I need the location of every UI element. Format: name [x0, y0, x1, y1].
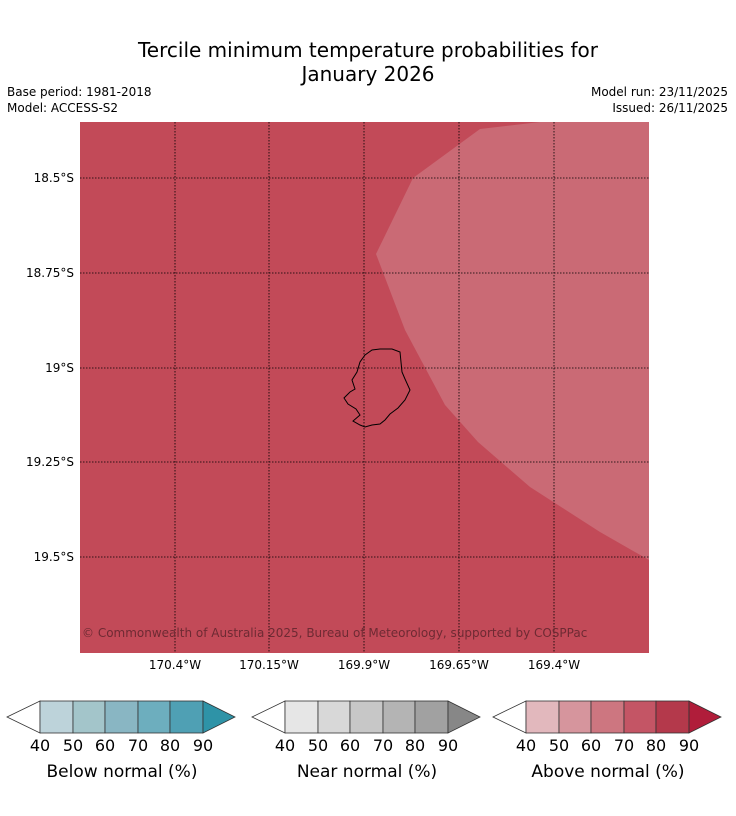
legend-near-swatch-60-70 [349, 700, 384, 734]
map-panel[interactable] [80, 122, 649, 653]
legend-below-tick: 50 [62, 736, 84, 755]
legend-above-tick: 70 [613, 736, 635, 755]
legend-above-swatch-80-90 [655, 700, 690, 734]
legend-above-tick: 60 [580, 736, 602, 755]
legend-below-extend-high [202, 700, 236, 734]
meta-right: Model run: 23/11/2025 Issued: 26/11/2025 [591, 84, 728, 116]
issued-date: Issued: 26/11/2025 [612, 101, 728, 115]
legend-above-swatch-70-80 [623, 700, 657, 734]
legend-above-tick: 90 [678, 736, 700, 755]
lon-label-169-4: 169.4°W [527, 658, 581, 672]
legend-above-tick: 50 [548, 736, 570, 755]
legend-near-title: Near normal (%) [296, 762, 438, 782]
model-name: Model: ACCESS-S2 [7, 101, 119, 115]
legend-near-tick: 70 [372, 736, 394, 755]
legend-above-extend-high [688, 700, 722, 734]
map-svg [80, 122, 649, 653]
legend-below-swatch-60-70 [104, 700, 139, 734]
legend-below-tick: 40 [29, 736, 51, 755]
legend-above-title: Above normal (%) [531, 762, 685, 782]
copyright-notice: © Commonwealth of Australia 2025, Bureau… [82, 626, 588, 640]
legend-above-swatch-40-50 [525, 700, 560, 734]
legend-near-swatch-70-80 [382, 700, 416, 734]
legend-below-tick: 90 [192, 736, 214, 755]
title-line-1: Tercile minimum temperature probabilitie… [137, 38, 599, 62]
legend-above-tick: 80 [645, 736, 667, 755]
legend-below-title: Below normal (%) [46, 762, 198, 782]
lat-label-19-25: 19.25°S [26, 455, 74, 469]
lon-label-170-15: 170.15°W [239, 658, 299, 672]
lat-label-18-75: 18.75°S [26, 266, 74, 280]
lat-label-19: 19°S [45, 361, 74, 375]
title-line-2: January 2026 [301, 62, 435, 86]
meta-left: Base period: 1981-2018 Model: ACCESS-S2 [7, 84, 152, 116]
legend-above-extend-low [492, 700, 527, 734]
legend-below-tick: 60 [94, 736, 116, 755]
legend-near-tick: 50 [307, 736, 329, 755]
legend-above-swatch-50-60 [558, 700, 592, 734]
legend-near-extend-low [251, 700, 286, 734]
legend-near-extend-high [447, 700, 481, 734]
legend-above-tick: 40 [515, 736, 537, 755]
legend-below-swatch-80-90 [169, 700, 204, 734]
legend-near-swatch-80-90 [414, 700, 449, 734]
legend-near-tick: 90 [437, 736, 459, 755]
legend-near-normal: 40 50 60 70 80 90 Near normal (%) [251, 700, 483, 800]
legend-above-swatch-60-70 [590, 700, 625, 734]
lon-label-169-65: 169.65°W [429, 658, 489, 672]
legend-near-tick: 40 [274, 736, 296, 755]
legend-below-normal: 40 50 60 70 80 90 Below normal (%) [6, 700, 238, 800]
model-run: Model run: 23/11/2025 [590, 85, 728, 99]
legend-near-swatch-40-50 [284, 700, 319, 734]
lat-label-19-5: 19.5°S [33, 550, 74, 564]
niue-coastline [343, 348, 411, 428]
legend-below-swatch-50-60 [72, 700, 106, 734]
legend-near-swatch-50-60 [317, 700, 351, 734]
lon-label-170-4: 170.4°W [148, 658, 202, 672]
legend-below-tick: 80 [159, 736, 181, 755]
legend-below-swatch-40-50 [39, 700, 74, 734]
region-above-60-70 [376, 122, 649, 560]
legend-below-extend-low [6, 700, 41, 734]
graticule [80, 122, 649, 653]
chart-title: Tercile minimum temperature probabilitie… [0, 38, 736, 86]
lon-label-169-9: 169.9°W [337, 658, 391, 672]
legend-above-normal: 40 50 60 70 80 90 Above normal (%) [492, 700, 724, 800]
legend-below-tick: 70 [127, 736, 149, 755]
lat-label-18-5: 18.5°S [33, 171, 74, 185]
legend-near-tick: 60 [339, 736, 361, 755]
legend-below-swatch-70-80 [137, 700, 171, 734]
legend-near-tick: 80 [404, 736, 426, 755]
base-period: Base period: 1981-2018 [7, 85, 152, 99]
